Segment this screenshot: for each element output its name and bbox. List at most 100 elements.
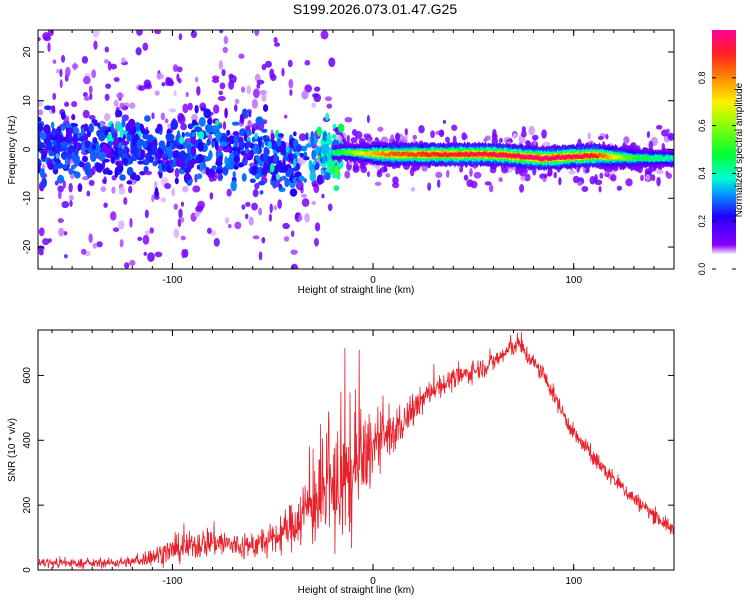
spectrogram-band-cell — [165, 144, 173, 155]
spectrogram-band-cell — [156, 123, 163, 132]
spectrogram-noise-cell — [221, 68, 226, 77]
spectrogram-noise-cell — [166, 77, 174, 86]
spectrogram-noise-cell — [581, 186, 589, 192]
spectrogram-noise-cell — [354, 130, 363, 140]
spectrogram-band-cell — [65, 131, 71, 142]
spectrogram-y-tick-label: -20 — [22, 239, 33, 254]
spectrogram-noise-cell — [64, 101, 70, 107]
spectrogram-band-cell — [171, 134, 175, 141]
spectrogram-noise-cell — [196, 86, 201, 96]
spectrogram-band-cell — [316, 174, 323, 186]
spectrogram-noise-cell — [392, 176, 399, 185]
spectrogram-band-cell — [68, 168, 74, 175]
spectrogram-noise-cell — [128, 185, 133, 194]
spectrogram-noise-cell — [58, 227, 65, 237]
spectrogram-noise-cell — [366, 171, 370, 178]
spectrogram-band-cell — [84, 165, 89, 176]
spectrogram-band-cell — [305, 143, 312, 148]
spectrogram-noise-cell — [211, 75, 220, 80]
spectrogram-noise-cell — [154, 251, 163, 258]
spectrogram-band-cell — [242, 156, 247, 163]
spectrogram-noise-cell — [43, 35, 52, 42]
spectrogram-band-cell — [98, 132, 106, 142]
spectrogram-noise-cell — [172, 64, 179, 73]
spectrogram-noise-cell — [269, 203, 273, 214]
spectrogram-band-cell — [231, 121, 240, 126]
spectrogram-noise-cell — [168, 108, 177, 113]
spectrogram-noise-cell — [113, 99, 119, 107]
spectrogram-noise-cell — [491, 133, 498, 141]
spectrogram-noise-cell — [282, 222, 290, 230]
snr-x-tick-label: 0 — [370, 576, 376, 587]
snr-x-tick-label: -100 — [162, 576, 182, 587]
spectrogram-noise-cell — [65, 66, 71, 77]
spectrogram-y-tick-label: 10 — [22, 95, 33, 107]
spectrogram-band-cell — [126, 134, 133, 142]
spectrogram-noise-cell — [304, 212, 310, 223]
spectrogram-noise-cell — [301, 198, 310, 207]
spectrogram-band-cell — [280, 148, 286, 153]
spectrogram-noise-cell — [589, 175, 596, 185]
spectrogram-band-cell — [325, 168, 331, 174]
spectrogram-band-cell — [194, 126, 203, 133]
spectrogram-noise-cell — [646, 130, 651, 139]
spectrogram-band-cell — [145, 152, 151, 161]
spectrogram-noise-cell — [273, 37, 278, 44]
spectrogram-band-cell — [255, 154, 260, 161]
spectrogram-noise-cell — [160, 112, 166, 121]
spectrogram-band-cell — [77, 183, 83, 193]
spectrogram-band-cell — [215, 168, 223, 174]
spectrogram-noise-cell — [144, 209, 149, 219]
spectrogram-noise-cell — [350, 137, 358, 144]
spectrogram-noise-cell — [151, 194, 155, 203]
spectrogram-band-cell — [220, 135, 227, 143]
spectrogram-band-cell — [224, 107, 228, 119]
spectrogram-noise-cell — [102, 178, 107, 184]
spectrogram-noise-cell — [577, 181, 583, 187]
spectrogram-noise-cell — [363, 133, 372, 139]
spectrogram-noise-cell — [119, 102, 125, 110]
spectrogram-noise-cell — [648, 140, 654, 150]
spectrogram-band-cell — [114, 167, 119, 178]
spectrogram-band-cell — [257, 137, 262, 148]
spectrogram-band-cell — [64, 157, 69, 166]
spectrogram-noise-cell — [376, 170, 383, 178]
spectrogram-noise-cell — [374, 181, 382, 186]
spectrogram-band-cell — [309, 165, 315, 171]
snr-y-tick-label: 0 — [22, 567, 33, 573]
spectrogram-noise-cell — [81, 56, 89, 64]
spectrogram-noise-cell — [194, 76, 199, 83]
spectrogram-band-cell — [270, 162, 275, 173]
spectrogram-band-cell — [106, 169, 113, 176]
spectrogram-band-cell — [212, 137, 217, 143]
spectrogram-noise-cell — [149, 227, 154, 234]
spectrogram-noise-cell — [178, 33, 183, 41]
spectrogram-band-cell — [255, 116, 264, 125]
spectrogram-band-cell — [201, 162, 207, 170]
spectrogram-band-cell — [267, 140, 272, 149]
spectrogram-band-cell — [211, 126, 216, 133]
spectrogram-band-cell — [334, 165, 339, 177]
spectrogram-noise-cell — [344, 170, 351, 179]
spectrogram-band-cell — [144, 115, 151, 122]
spectrogram-band-cell — [220, 141, 228, 147]
spectrogram-band-cell — [174, 177, 179, 185]
spectrogram-noise-cell — [82, 176, 90, 181]
spectrogram-noise-cell — [47, 42, 51, 53]
spectrogram-band-cell — [187, 144, 192, 155]
spectrogram-noise-cell — [326, 103, 333, 109]
spectrogram-band-cell — [261, 128, 268, 133]
spectrogram-noise-cell — [268, 213, 272, 222]
spectrogram-noise-cell — [241, 86, 246, 93]
colorbar-label: Normalized spectral amplitude — [734, 82, 745, 217]
spectrogram-band-cell — [197, 141, 204, 152]
spectrogram-band-cell — [270, 133, 275, 141]
spectrogram-noise-cell — [119, 239, 124, 248]
spectrogram-band-cell — [265, 135, 269, 140]
spectrogram-noise-cell — [344, 116, 353, 123]
spectrogram-noise-cell — [311, 200, 316, 206]
spectrogram-band-cell — [126, 166, 134, 176]
spectrogram-x-tick-label: 0 — [370, 275, 376, 286]
colorbar-tick-label: 0.6 — [697, 119, 707, 132]
